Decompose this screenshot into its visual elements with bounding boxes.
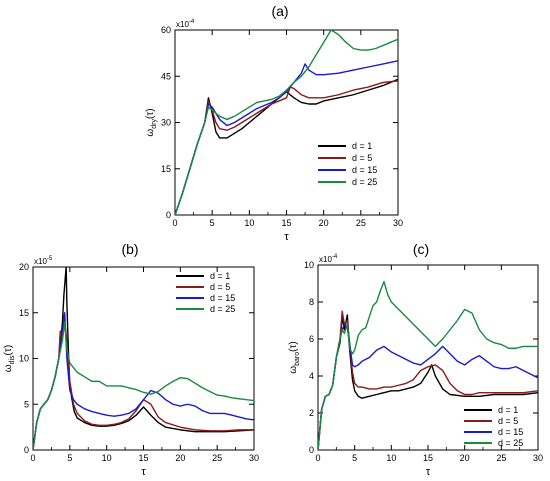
panel-label: (b): [121, 241, 138, 257]
legend-label: d = 25: [352, 177, 377, 187]
legend-label: d = 5: [498, 416, 518, 426]
legend-label: d = 5: [352, 153, 372, 163]
legend-label: d = 1: [352, 141, 372, 151]
y-tick-label: 20: [19, 262, 29, 272]
y-multiplier: x10-5: [34, 256, 53, 266]
x-tick-label: 25: [356, 218, 366, 228]
y-tick-label: 8: [309, 297, 314, 307]
y-tick-label: 15: [19, 308, 29, 318]
y-axis-label: ωdry(τ): [145, 108, 158, 136]
series-line: [175, 30, 398, 215]
legend-label: d = 1: [498, 405, 518, 415]
x-tick-label: 20: [460, 453, 470, 463]
x-tick-label: 20: [175, 453, 185, 463]
legend-label: d = 15: [210, 293, 235, 303]
x-axis-label: τ: [284, 231, 289, 243]
series-line: [175, 60, 398, 215]
legend-label: d = 15: [352, 165, 377, 175]
x-tick-label: 5: [210, 218, 215, 228]
x-tick-label: 5: [352, 453, 357, 463]
x-tick-label: 10: [102, 453, 112, 463]
x-tick-label: 25: [212, 453, 222, 463]
y-tick-label: 6: [309, 334, 314, 344]
y-axis-label: ωdis(τ): [3, 345, 16, 372]
y-tick-label: 45: [161, 71, 171, 81]
series-line: [318, 280, 538, 450]
plot-frame: [174, 29, 399, 216]
y-tick-label: 10: [19, 354, 29, 364]
series-line: [33, 321, 254, 450]
x-tick-label: 15: [423, 453, 433, 463]
x-tick-label: 15: [138, 453, 148, 463]
y-tick-label: 5: [24, 399, 29, 409]
y-multiplier: x10-4: [319, 254, 338, 264]
x-tick-label: 10: [244, 218, 254, 228]
y-tick-label: 0: [24, 445, 29, 455]
panel-label: (c): [413, 241, 429, 257]
y-tick-label: 30: [161, 118, 171, 128]
x-tick-label: 20: [319, 218, 329, 228]
x-tick-label: 0: [30, 453, 35, 463]
chart-panel: (a) 0 5 10 15 20 25 30 0 15 30 45 60 x10-4 τ ωdry(τ) d =…: [145, 3, 403, 243]
x-tick-label: 5: [67, 453, 72, 463]
chart-panel: (b) 0 5 10 15 20 25 30 0 5 10 15 20 x10-5 τ ωdis(τ) d = …: [3, 241, 259, 478]
y-tick-label: 0: [166, 210, 171, 220]
x-tick-label: 30: [533, 453, 543, 463]
x-tick-label: 30: [249, 453, 259, 463]
chart-panel: (c) 0 5 10 15 20 25 30 0 2 4 6 8 10 x10-4 τ ωbaro(τ) d = …: [288, 241, 543, 478]
x-tick-label: 10: [386, 453, 396, 463]
x-tick-label: 0: [172, 218, 177, 228]
y-tick-label: 2: [309, 408, 314, 418]
x-tick-label: 30: [393, 218, 403, 228]
y-multiplier: x10-4: [176, 19, 195, 29]
y-axis-label: ωbaro(τ): [288, 341, 301, 373]
y-tick-label: 4: [309, 371, 314, 381]
y-tick-label: 0: [309, 445, 314, 455]
legend-label: d = 25: [498, 438, 523, 448]
panel-label: (a): [271, 3, 288, 19]
y-tick-label: 10: [304, 260, 314, 270]
legend-label: d = 15: [498, 427, 523, 437]
x-tick-label: 0: [315, 453, 320, 463]
x-axis-label: τ: [426, 466, 431, 478]
x-tick-label: 15: [281, 218, 291, 228]
legend-label: d = 1: [210, 271, 230, 281]
y-tick-label: 60: [161, 25, 171, 35]
legend-label: d = 5: [210, 282, 230, 292]
x-tick-label: 25: [496, 453, 506, 463]
x-axis-label: τ: [141, 466, 146, 478]
legend-label: d = 25: [210, 304, 235, 314]
y-tick-label: 15: [161, 164, 171, 174]
